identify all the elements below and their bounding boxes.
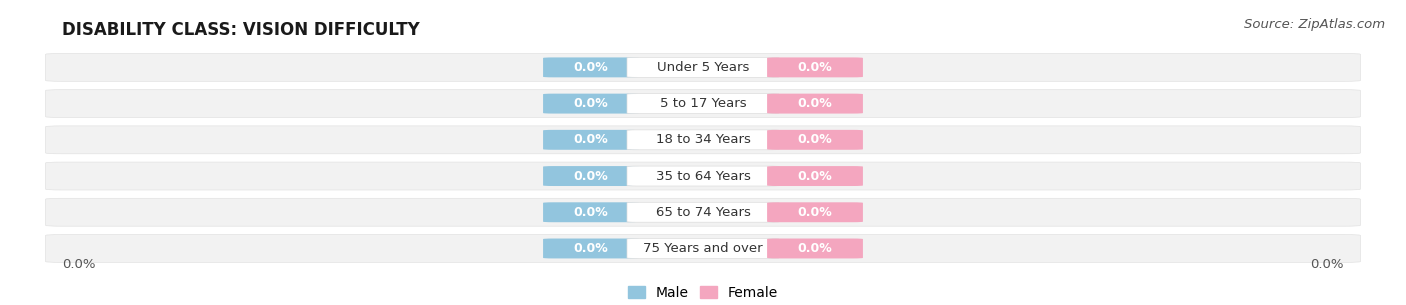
FancyBboxPatch shape <box>768 202 863 222</box>
Text: Under 5 Years: Under 5 Years <box>657 61 749 74</box>
FancyBboxPatch shape <box>45 198 1361 226</box>
Text: 0.0%: 0.0% <box>797 97 832 110</box>
FancyBboxPatch shape <box>768 166 863 186</box>
FancyBboxPatch shape <box>543 202 638 222</box>
FancyBboxPatch shape <box>627 166 779 186</box>
Text: 0.0%: 0.0% <box>797 133 832 146</box>
Legend: Male, Female: Male, Female <box>623 280 783 305</box>
Text: 0.0%: 0.0% <box>574 242 609 255</box>
FancyBboxPatch shape <box>627 94 779 113</box>
Text: 0.0%: 0.0% <box>797 170 832 182</box>
Text: 0.0%: 0.0% <box>1310 258 1344 271</box>
FancyBboxPatch shape <box>543 57 638 77</box>
FancyBboxPatch shape <box>45 126 1361 154</box>
FancyBboxPatch shape <box>627 130 779 150</box>
FancyBboxPatch shape <box>45 235 1361 262</box>
FancyBboxPatch shape <box>768 57 863 77</box>
Text: 0.0%: 0.0% <box>574 61 609 74</box>
FancyBboxPatch shape <box>768 239 863 258</box>
Text: DISABILITY CLASS: VISION DIFFICULTY: DISABILITY CLASS: VISION DIFFICULTY <box>62 21 420 39</box>
FancyBboxPatch shape <box>627 202 779 222</box>
FancyBboxPatch shape <box>627 57 779 77</box>
Text: 0.0%: 0.0% <box>574 170 609 182</box>
Text: 0.0%: 0.0% <box>797 206 832 219</box>
FancyBboxPatch shape <box>45 53 1361 81</box>
FancyBboxPatch shape <box>45 90 1361 117</box>
Text: 75 Years and over: 75 Years and over <box>643 242 763 255</box>
FancyBboxPatch shape <box>543 239 638 258</box>
FancyBboxPatch shape <box>543 94 638 113</box>
Text: Source: ZipAtlas.com: Source: ZipAtlas.com <box>1244 18 1385 31</box>
Text: 0.0%: 0.0% <box>574 206 609 219</box>
FancyBboxPatch shape <box>543 166 638 186</box>
Text: 0.0%: 0.0% <box>797 242 832 255</box>
Text: 0.0%: 0.0% <box>574 97 609 110</box>
FancyBboxPatch shape <box>45 162 1361 190</box>
FancyBboxPatch shape <box>768 94 863 113</box>
Text: 0.0%: 0.0% <box>574 133 609 146</box>
FancyBboxPatch shape <box>627 239 779 258</box>
FancyBboxPatch shape <box>543 130 638 150</box>
FancyBboxPatch shape <box>768 130 863 150</box>
Text: 5 to 17 Years: 5 to 17 Years <box>659 97 747 110</box>
Text: 0.0%: 0.0% <box>62 258 96 271</box>
Text: 65 to 74 Years: 65 to 74 Years <box>655 206 751 219</box>
Text: 18 to 34 Years: 18 to 34 Years <box>655 133 751 146</box>
Text: 0.0%: 0.0% <box>797 61 832 74</box>
Text: 35 to 64 Years: 35 to 64 Years <box>655 170 751 182</box>
